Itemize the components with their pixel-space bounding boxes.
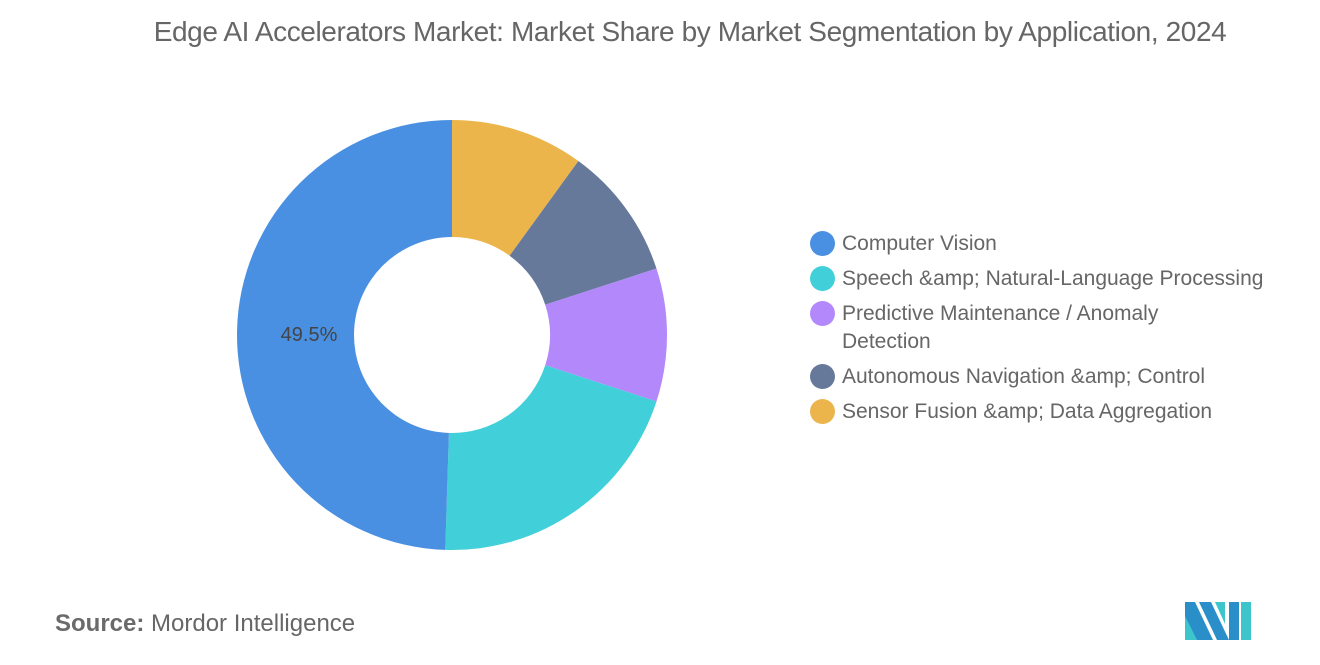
legend-dot-icon: [810, 301, 835, 326]
legend: Computer Vision Speech &amp; Natural-Lan…: [810, 230, 1310, 433]
source-note: Source: Mordor Intelligence: [55, 610, 355, 638]
donut-slice: [545, 268, 668, 402]
legend-label: Computer Vision: [842, 232, 997, 255]
donut-slice: [452, 120, 579, 256]
donut-slice: [509, 161, 657, 305]
source-label: Source:: [55, 610, 145, 637]
legend-dot-icon: [810, 399, 835, 424]
chart-title: Edge AI Accelerators Market: Market Shar…: [153, 16, 1227, 47]
legend-dot-icon: [810, 231, 835, 256]
donut-slice: [445, 365, 657, 550]
legend-item-computer-vision: Computer Vision: [810, 230, 1310, 258]
legend-label: Sensor Fusion &amp; Data Aggregation: [842, 400, 1213, 423]
mordor-logo-icon: [1185, 602, 1251, 640]
legend-item-autonomous-navigation: Autonomous Navigation &amp; Control: [810, 363, 1310, 391]
legend-label: Predictive Maintenance / Anomaly Detecti…: [842, 302, 1159, 353]
legend-label: Autonomous Navigation &amp; Control: [842, 365, 1206, 388]
legend-item-predictive-maintenance: Predictive Maintenance / Anomaly Detecti…: [810, 300, 1310, 356]
legend-dot-icon: [810, 266, 835, 291]
legend-dot-icon: [810, 364, 835, 389]
legend-item-speech-nlp: Speech &amp; Natural-Language Processing: [810, 265, 1310, 293]
legend-label: Speech &amp; Natural-Language Processing: [842, 267, 1264, 290]
legend-item-sensor-fusion: Sensor Fusion &amp; Data Aggregation: [810, 398, 1310, 426]
donut-slice: [237, 120, 452, 550]
source-value: Mordor Intelligence: [151, 610, 356, 637]
slice-value-label: 49.5%: [281, 324, 338, 346]
